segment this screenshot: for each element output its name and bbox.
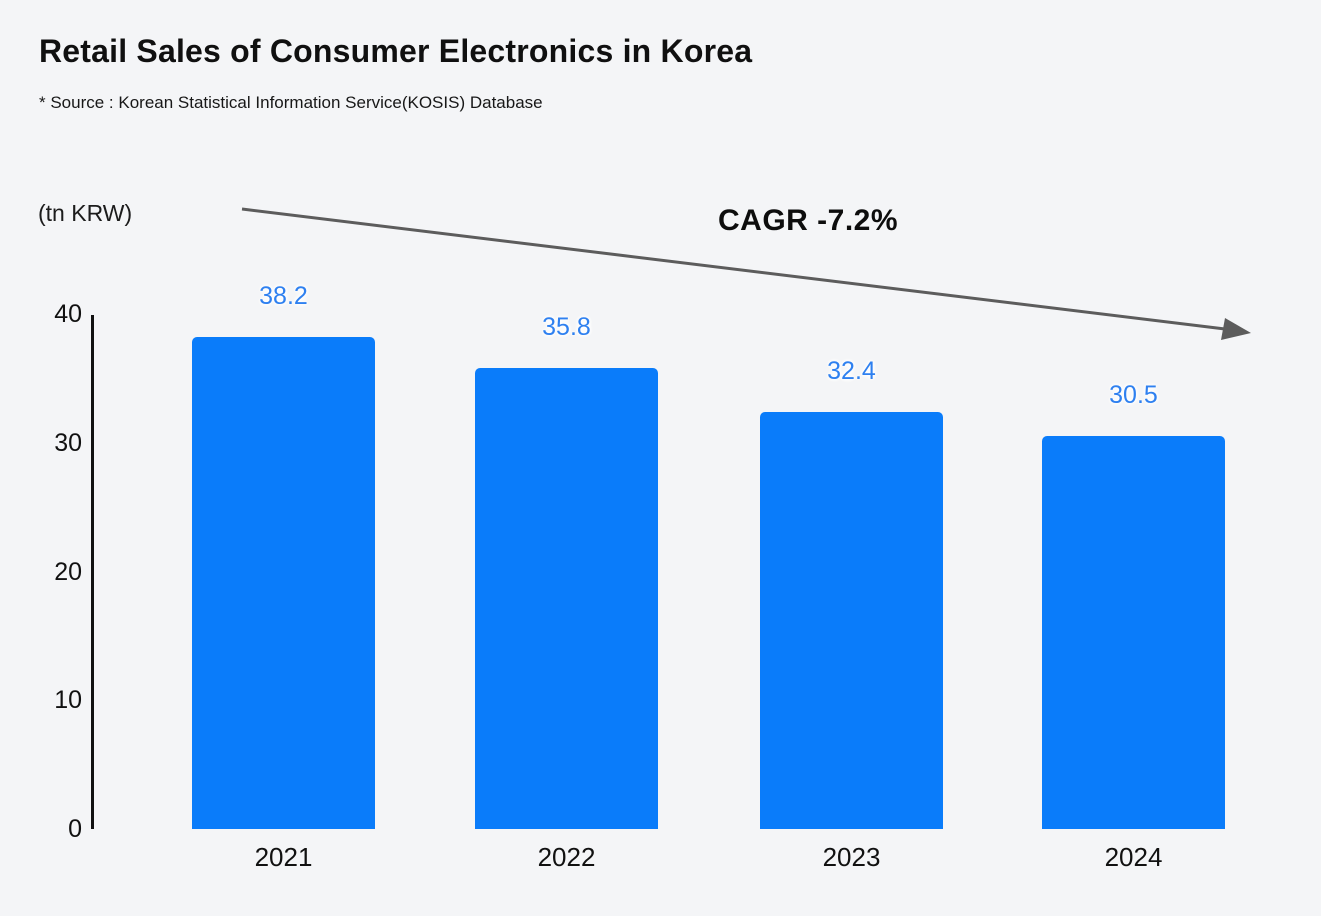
- bar-2021: [192, 337, 375, 829]
- source-note: * Source : Korean Statistical Informatio…: [39, 93, 543, 112]
- chart-title: Retail Sales of Consumer Electronics in …: [39, 33, 753, 69]
- x-tick-label-2023: 2023: [822, 842, 881, 872]
- y-tick-label-40: 40: [54, 300, 82, 328]
- y-tick-label-20: 20: [54, 557, 82, 586]
- y-axis-line: [91, 315, 94, 829]
- y-tick-label-10: 10: [54, 686, 82, 715]
- bar-2022: [475, 368, 658, 829]
- y-tick-label-30: 30: [54, 428, 82, 457]
- x-tick-label-2022: 2022: [537, 842, 596, 872]
- cagr-annotation: CAGR -7.2%: [718, 204, 899, 237]
- x-tick-label-2024: 2024: [1104, 842, 1163, 872]
- bar-2023: [760, 412, 943, 829]
- bar-value-label-2024: 30.5: [1109, 381, 1158, 409]
- y-axis-unit-label: (tn KRW): [38, 200, 133, 226]
- bar-value-label-2021: 38.2: [259, 282, 308, 310]
- bar-value-label-2022: 35.8: [542, 313, 591, 341]
- x-tick-label-2021: 2021: [254, 842, 313, 872]
- bar-value-label-2023: 32.4: [827, 357, 876, 385]
- bar-2024: [1042, 436, 1225, 829]
- y-tick-label-0: 0: [68, 815, 82, 843]
